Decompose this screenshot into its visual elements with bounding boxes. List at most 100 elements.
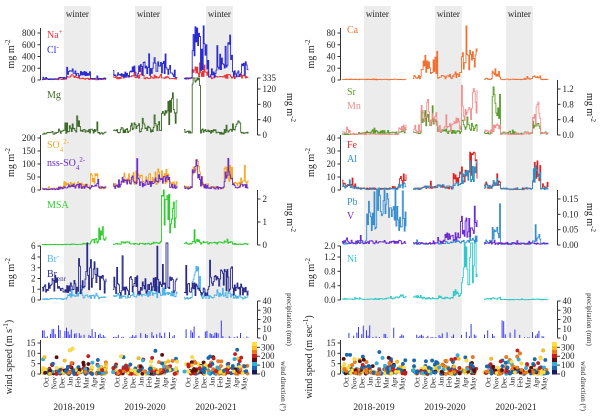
label-main: Fe <box>347 140 358 151</box>
precipitation-bar <box>509 332 511 338</box>
series-line <box>113 92 178 134</box>
wind-point <box>70 346 75 351</box>
y-tick-label: 40 <box>263 296 273 306</box>
label-main: Br <box>47 254 58 265</box>
precipitation-bar <box>88 334 90 338</box>
wind-point <box>519 367 524 373</box>
precipitation-bar <box>216 332 217 338</box>
wind-point <box>500 364 505 369</box>
precipitation-bar <box>240 332 241 338</box>
panel-4: 0.00 0.05 0.10 0.15 mg m-2 Pb V <box>342 187 597 250</box>
precipitation-bar <box>146 335 148 338</box>
precipitation-bar <box>385 334 387 338</box>
month-tick-label: Oct <box>114 377 122 387</box>
label-sup: -1 <box>302 318 310 324</box>
legend-label: Sr <box>347 87 357 98</box>
y-tick-label: 20 <box>563 315 573 325</box>
month-tick-label: Nov <box>422 377 430 390</box>
precipitation-bar <box>475 335 477 338</box>
winter-shading <box>435 6 462 338</box>
precipitation-bar <box>204 331 206 338</box>
label-main: MSA <box>47 200 69 211</box>
wind-point <box>536 361 541 366</box>
precipitation-bar <box>64 331 66 338</box>
series-line <box>342 124 407 136</box>
precipitation-bar <box>402 335 404 338</box>
legend-label: Mg <box>47 90 61 101</box>
precipitation-bar <box>74 333 75 338</box>
wind-point <box>164 365 169 370</box>
colorbar-tick-label: 300 <box>561 342 575 352</box>
precipitation-bar <box>425 337 427 338</box>
wind-point <box>193 360 198 365</box>
legend-label: Al <box>347 154 357 165</box>
wind-point <box>364 359 369 365</box>
precipitation-bar <box>185 329 187 338</box>
precipitation-bar <box>113 337 114 338</box>
y-tick-label: 20 <box>327 63 337 73</box>
month-tick-label: Oct <box>185 377 193 387</box>
wind-point <box>206 371 212 376</box>
legend-label: Mn <box>347 101 361 112</box>
precipitation-bar <box>70 329 72 338</box>
precipitation-bar <box>527 337 529 338</box>
precipitation-bar <box>156 334 158 338</box>
y-tick-label: 1 <box>263 217 268 227</box>
wind-point <box>541 365 547 370</box>
precipitation-bar <box>58 325 59 338</box>
label-sup: -2 <box>4 258 12 264</box>
precipitation-bar <box>206 330 208 338</box>
precipitation-bar <box>43 330 45 338</box>
wind-point <box>50 361 55 366</box>
month-tick-label: Nov <box>51 377 59 390</box>
legend-label: Fe <box>347 140 358 151</box>
wind-point <box>380 355 385 360</box>
wind-point <box>499 368 504 373</box>
month-tick-label: Nov <box>122 377 130 390</box>
wind-point <box>207 363 212 368</box>
precipitation-bar <box>503 321 505 338</box>
wind-point <box>437 365 442 370</box>
wind-point <box>422 365 427 370</box>
precipitation-bar <box>441 333 443 338</box>
precipitation-bar <box>427 335 429 338</box>
series-line <box>42 226 107 246</box>
precipitation-bar <box>246 336 248 338</box>
wind-point <box>165 368 170 373</box>
wind-point <box>440 362 445 367</box>
label-sup: -2 <box>304 148 312 154</box>
month-tick-label: Apr <box>533 376 541 388</box>
month-tick-label: Nov <box>493 377 501 390</box>
wind-point <box>240 370 245 376</box>
label-sup: 2- <box>79 156 86 164</box>
y-tick-label: 0.10 <box>563 209 579 219</box>
precipitation-bar <box>473 334 475 338</box>
precipitation-bar <box>422 335 424 338</box>
wind-point <box>391 363 397 369</box>
series-line <box>413 25 478 80</box>
precipitation-bar <box>399 336 401 338</box>
label-sup: -2 <box>289 226 297 232</box>
label-main: Br <box>47 269 58 280</box>
label-main: Al <box>347 154 357 165</box>
y-tick-label: 1 <box>31 284 36 294</box>
month-tick-label: Feb <box>217 377 225 388</box>
wind-point <box>47 371 52 376</box>
precipitation-bar <box>83 334 85 338</box>
colorbar-tick-label: 0 <box>261 369 266 379</box>
month-tick-label: Apr <box>162 376 170 388</box>
wind-point <box>426 365 431 370</box>
y-axis-label: mg m-2 <box>284 203 297 232</box>
month-tick-label: Apr <box>91 376 99 388</box>
wind-point <box>218 364 223 369</box>
legend-label: Ni <box>347 254 357 265</box>
winter-label: winter <box>366 9 389 19</box>
wind-point <box>382 363 388 368</box>
wind-point <box>462 368 467 373</box>
series-line <box>184 77 249 135</box>
wind-point <box>226 370 231 375</box>
